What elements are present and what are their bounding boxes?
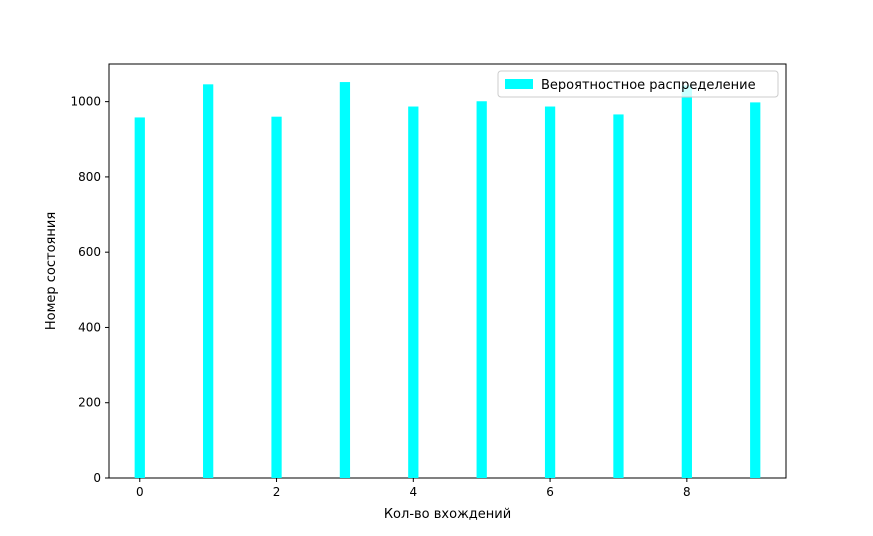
x-tick-label-2: 2 [273,485,281,499]
bar-0 [134,117,145,478]
y-axis-label: Номер состояния [44,212,59,330]
x-axis-ticks: 0 2 4 6 8 [136,478,691,499]
bar-1 [203,84,214,478]
bar-4 [408,106,419,479]
bar-3 [339,82,351,478]
y-tick-label-400: 400 [78,320,101,334]
y-tick-label-200: 200 [78,396,101,410]
legend-swatch [505,79,533,89]
bar-6 [544,106,556,479]
legend-label: Вероятностное распределение [541,78,756,93]
x-tick-label-6: 6 [546,485,554,499]
legend-box [497,70,779,98]
y-tick-label-600: 600 [78,245,101,259]
x-axis-label: Кол-во вхождений [384,507,511,522]
bar-5 [476,101,487,478]
legend: Вероятностное распределение [497,70,779,98]
x-tick-label-0: 0 [136,485,144,499]
y-tick-label-800: 800 [78,170,101,184]
x-tick-label-4: 4 [409,485,417,499]
bar-2 [271,116,282,478]
bar-9 [750,102,761,478]
x-tick-label-8: 8 [683,485,691,499]
y-tick-label-0: 0 [93,471,101,485]
plot-frame [108,63,787,479]
bar-8 [681,85,692,478]
bars-group [134,82,761,479]
y-tick-label-1000: 1000 [70,95,101,109]
bar-7 [613,114,624,478]
plot-area [108,63,787,479]
y-axis-ticks: 0 200 400 600 800 1000 [70,95,109,485]
